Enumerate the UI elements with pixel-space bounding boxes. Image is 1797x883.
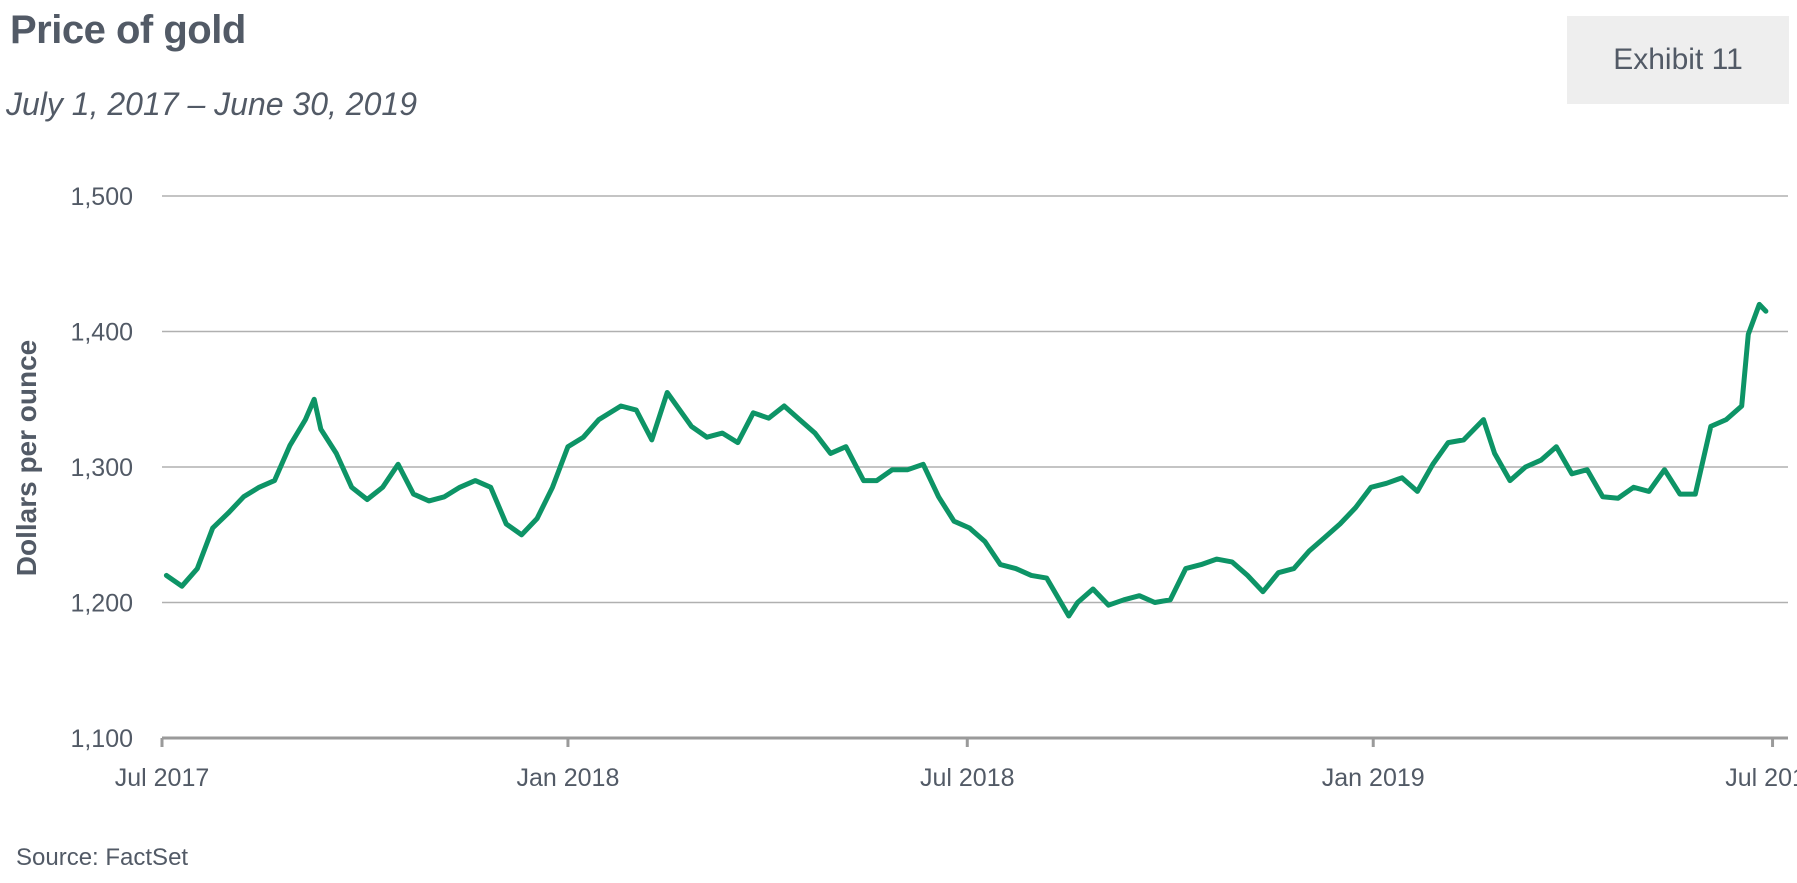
x-tick-label: Jul 2018 — [920, 764, 1015, 792]
x-tick-label: Jan 2019 — [1322, 764, 1425, 792]
exhibit-badge: Exhibit 11 — [1567, 16, 1789, 104]
y-tick-label: 1,100 — [70, 725, 133, 753]
gridlines — [162, 195, 1788, 604]
chart-subtitle: July 1, 2017 – June 30, 2019 — [6, 86, 417, 122]
y-axis-ticks: 1,100 1,200 1,300 1,400 1,500 — [70, 183, 133, 753]
x-tick-label: Jul 2019 — [1725, 764, 1797, 792]
series-layer — [163, 301, 1769, 619]
x-tick-label: Jan 2018 — [517, 764, 620, 792]
gold-price-line — [163, 301, 1769, 619]
y-tick-label: 1,400 — [70, 319, 133, 347]
y-tick-label: 1,300 — [70, 454, 133, 482]
source-note: Source: FactSet — [16, 844, 189, 871]
y-tick-label: 1,500 — [70, 183, 133, 211]
chart-title: Price of gold — [10, 8, 246, 52]
x-tick-label: Jul 2017 — [115, 764, 210, 792]
y-tick-label: 1,200 — [70, 590, 133, 618]
y-axis-label: Dollars per ounce — [11, 340, 42, 577]
x-axis-ticks: Jul 2017 Jan 2018 Jul 2018 Jan 2019 Jul 2019 — [115, 738, 1797, 792]
